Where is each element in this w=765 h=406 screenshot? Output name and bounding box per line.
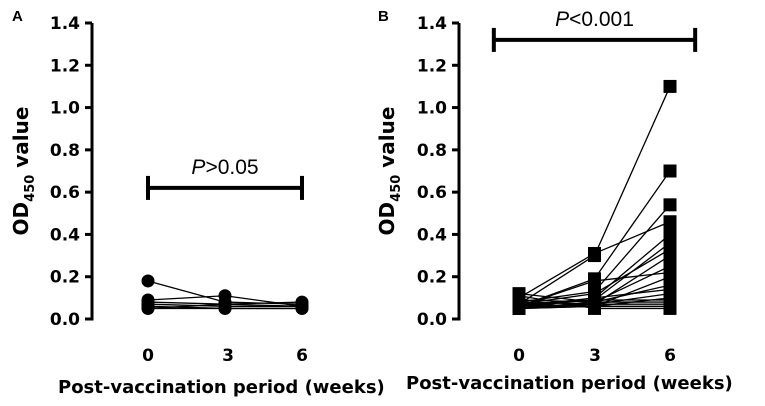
data-point: [512, 289, 526, 303]
y-tick-label: 0.2: [50, 268, 80, 288]
data-point: [588, 274, 601, 288]
panel-letter: B: [378, 8, 389, 25]
p-value-label: P<0.001: [555, 8, 634, 31]
data-point: [218, 301, 232, 315]
y-tick-label: 1.0: [417, 99, 447, 119]
data-point: [588, 301, 601, 315]
x-tick-label: 3: [589, 346, 601, 366]
y-tick-label: 1.0: [50, 99, 80, 119]
y-axis-title: OD450 value: [375, 107, 404, 236]
y-axis-title-main: OD: [9, 202, 33, 236]
data-point: [663, 215, 677, 229]
p-value-text: <0.001: [569, 8, 634, 31]
y-axis-title-tail: value: [375, 107, 399, 175]
y-tick-label: 1.4: [417, 14, 447, 34]
panel-b: B 0.0 0.2 0.4 0.6 0.8 1.0 1.2 1.4 OD450 value 0 3 6 P…: [375, 8, 733, 394]
p-value-label: P>0.05: [191, 156, 258, 179]
y-axis-title: OD450 value: [9, 107, 38, 236]
y-tick-label: 0.6: [417, 183, 447, 203]
data-point: [663, 164, 677, 178]
y-tick-label: 1.4: [50, 14, 80, 34]
y-tick-label: 1.2: [417, 56, 447, 76]
p-value-symbol: P: [191, 156, 205, 179]
data-point: [141, 274, 155, 288]
data-point: [663, 198, 677, 212]
y-axis-title-subscript: 450: [23, 175, 38, 202]
series-line: [518, 86, 671, 305]
data-point: [141, 301, 155, 315]
y-tick-label: 0.8: [50, 141, 80, 161]
x-axis-title: Post-vaccination period (weeks): [58, 377, 385, 398]
x-tick-label: 6: [664, 346, 676, 366]
x-tick-label: 0: [142, 346, 154, 366]
data-point: [663, 249, 677, 263]
data-point: [512, 301, 526, 315]
y-tick-label: 0.0: [50, 310, 80, 330]
data-point: [588, 246, 601, 260]
y-tick-label: 0.0: [417, 310, 447, 330]
y-axis-title-main: OD: [375, 202, 399, 236]
data-point: [295, 301, 309, 315]
y-tick-label: 1.2: [50, 56, 80, 76]
p-value-text: >0.05: [205, 156, 258, 179]
data-point: [663, 79, 677, 93]
data-point: [663, 301, 677, 315]
x-tick-label: 3: [222, 346, 234, 366]
y-tick-label: 0.4: [50, 225, 80, 245]
x-tick-label: 0: [513, 346, 525, 366]
p-value-symbol: P: [555, 8, 569, 31]
y-tick-label: 0.6: [50, 183, 80, 203]
x-tick-label: 6: [296, 346, 308, 366]
y-tick-label: 0.8: [417, 141, 447, 161]
x-axis-title: Post-vaccination period (weeks): [406, 373, 733, 394]
y-tick-label: 0.4: [417, 225, 447, 245]
panel-letter: A: [12, 8, 23, 25]
y-tick-label: 0.2: [417, 268, 447, 288]
y-axis-title-subscript: 450: [389, 175, 404, 202]
y-axis-title-tail: value: [9, 107, 33, 175]
panel-a: A 0.0 0.2 0.4 0.6 0.8 1.0 1.2 1.4 OD450 value 0 3 6 P…: [9, 8, 385, 398]
